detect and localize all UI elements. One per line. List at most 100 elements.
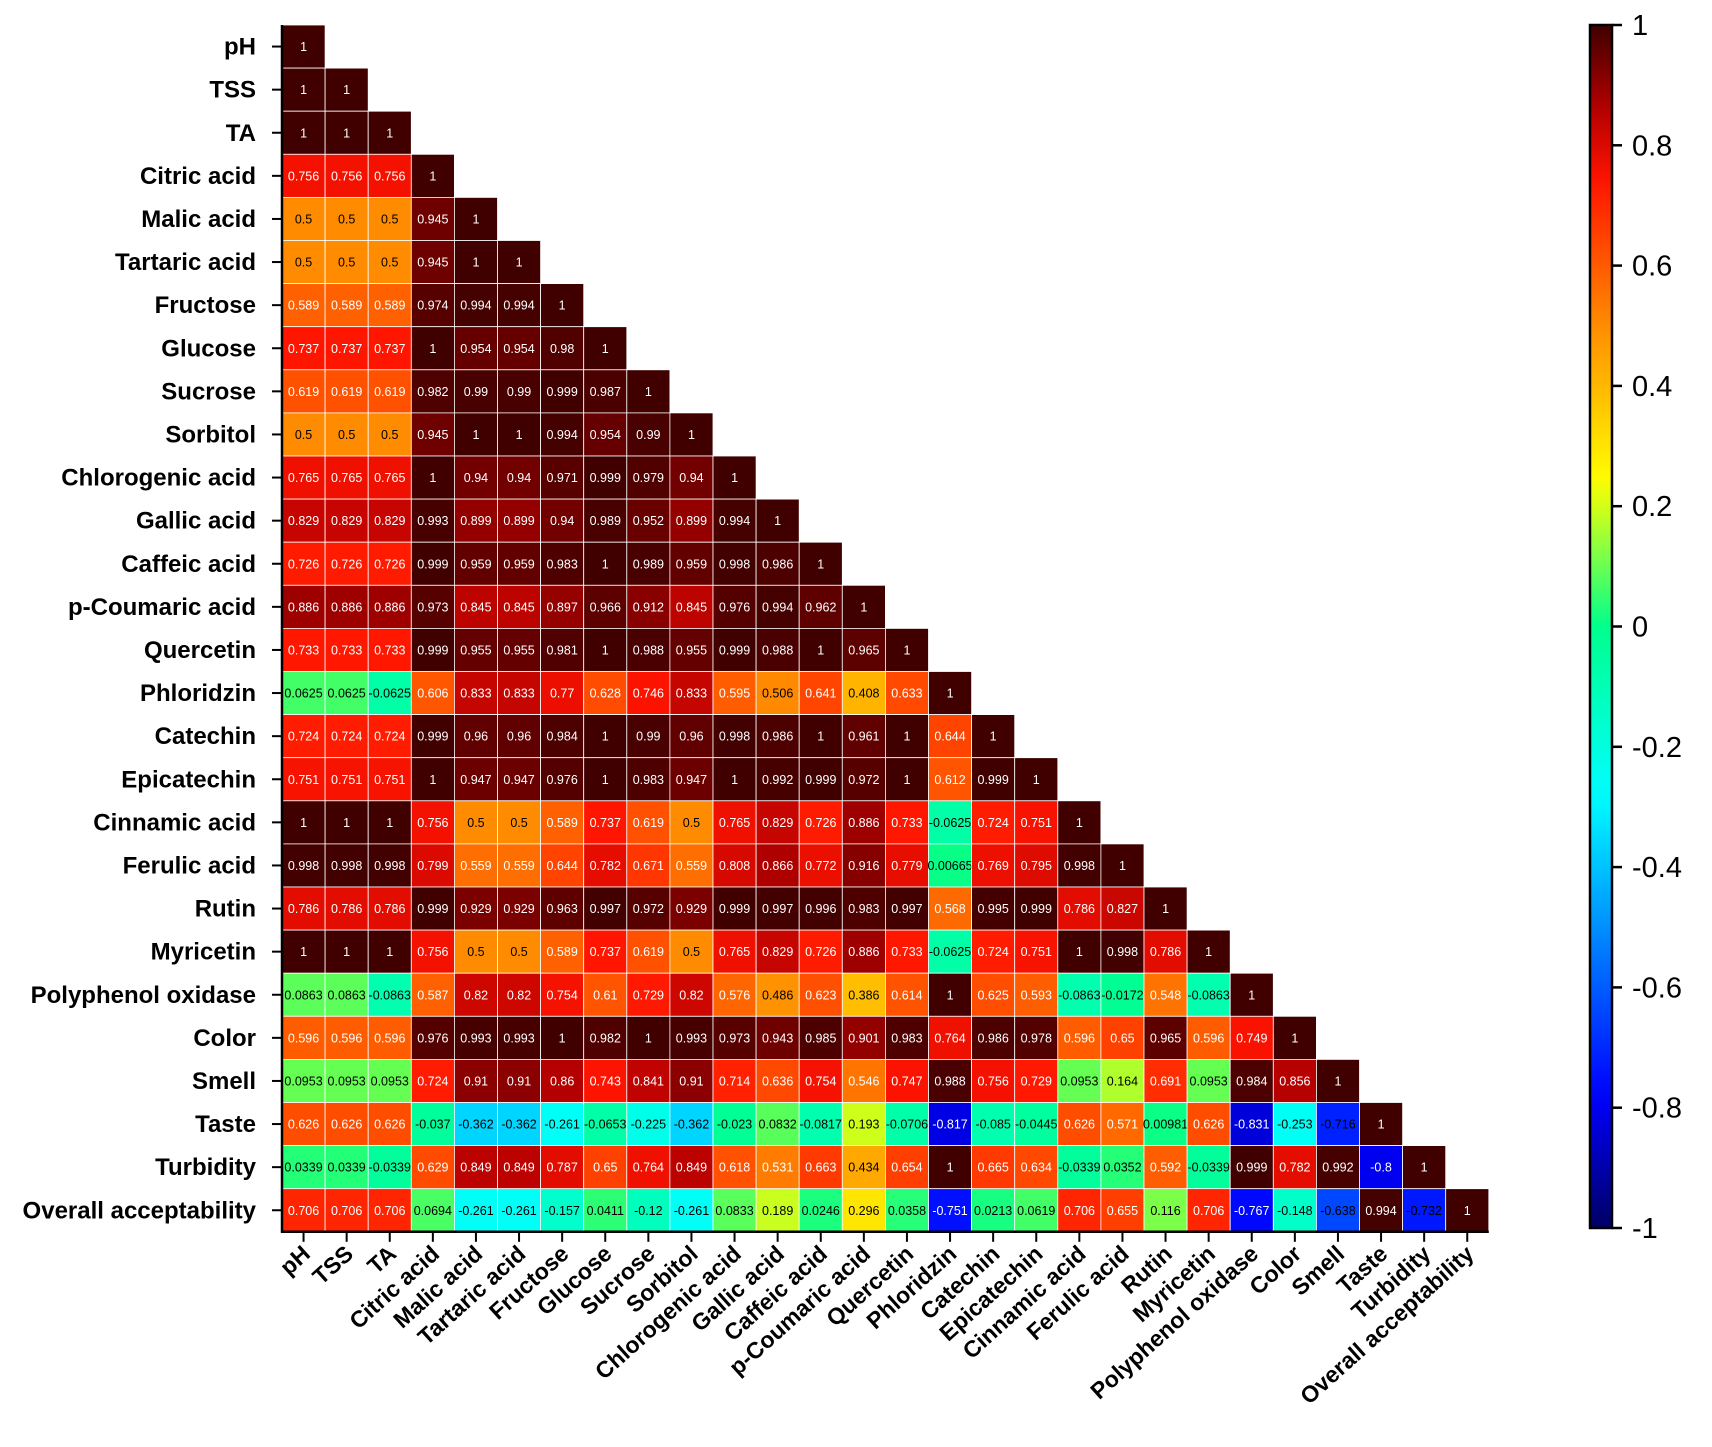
cell-rect [712, 886, 757, 931]
cell-value-label: 0.972 [848, 773, 879, 787]
cell-value-label: 0.985 [805, 1031, 836, 1045]
heatmap-cell: 0.999 [410, 886, 455, 931]
heatmap-cell: 0.998 [324, 843, 369, 888]
row-label: pH [224, 34, 256, 61]
heatmap-cell: 0.65 [583, 1145, 628, 1190]
heatmap-cell: 0.386 [841, 972, 886, 1017]
cell-rect [1445, 1188, 1490, 1233]
cell-value-label: 0.829 [288, 514, 319, 528]
cell-value-label: 0.0339 [328, 1161, 366, 1175]
cell-value-label: 0.999 [417, 557, 448, 571]
cell-value-label: 0.5 [338, 428, 355, 442]
cell-value-label: 1 [903, 643, 910, 657]
cell-value-label: 0.998 [1107, 945, 1138, 959]
cell-value-label: 0.0953 [328, 1074, 366, 1088]
heatmap-cell: 1 [324, 110, 369, 155]
heatmap-cell: 0.827 [1100, 886, 1145, 931]
cell-value-label: 0.654 [891, 1161, 922, 1175]
cell-value-label: 1 [429, 773, 436, 787]
heatmap-cell: 0.841 [626, 1059, 671, 1103]
heatmap-cell: 0.856 [1272, 1059, 1317, 1103]
heatmap-cell: -0.0863 [1186, 972, 1231, 1017]
cell-value-label: 0.733 [331, 643, 362, 657]
heatmap-cell: 0.96 [497, 714, 541, 759]
heatmap-cell: 1 [1229, 972, 1274, 1017]
heatmap-cell: 0.729 [1014, 1059, 1059, 1103]
cell-value-label: 0.5 [683, 816, 700, 830]
cell-rect [497, 1145, 541, 1190]
cell-value-label: 1 [516, 256, 523, 270]
heatmap-cell: 1 [497, 240, 541, 284]
heatmap-cell: 0.5 [324, 240, 369, 284]
heatmap-cell: 0.756 [281, 153, 326, 198]
cell-value-label: 0.0352 [1103, 1161, 1141, 1175]
cell-rect [841, 714, 886, 759]
cell-value-label: 1 [602, 643, 609, 657]
heatmap-cell: 0.626 [1186, 1102, 1231, 1146]
cell-rect [540, 1188, 585, 1233]
heatmap-cell: 1 [885, 757, 929, 802]
cell-rect [885, 1015, 929, 1060]
cell-value-label: 1 [1033, 773, 1040, 787]
heatmap-cell: 0.99 [626, 714, 671, 759]
cell-value-label: 0.559 [676, 859, 707, 873]
cell-rect [497, 498, 541, 543]
cell-value-label: 1 [1378, 1118, 1385, 1132]
cell-rect [497, 800, 541, 845]
cell-rect [281, 326, 326, 371]
cell-rect [367, 886, 412, 931]
cell-rect [626, 584, 671, 629]
heatmap-cell: 0.997 [755, 886, 800, 931]
cell-value-label: 1 [602, 557, 609, 571]
heatmap-cell: 0.943 [755, 1015, 800, 1060]
cell-value-label: 0.614 [891, 988, 922, 1002]
cell-rect [540, 283, 585, 328]
cell-rect [1014, 1015, 1059, 1060]
heatmap-cell: 0.596 [281, 1015, 326, 1060]
cell-value-label: 0.729 [633, 988, 664, 1002]
cell-value-label: 0.856 [1279, 1074, 1310, 1088]
cell-rect [841, 584, 886, 629]
heatmap-cell: 0.733 [367, 628, 412, 672]
cell-value-label: 0.962 [805, 600, 836, 614]
cell-value-label: 1 [602, 773, 609, 787]
cell-rect [1100, 1015, 1145, 1060]
heatmap-cell: 0.625 [971, 972, 1016, 1017]
cell-rect [497, 972, 541, 1017]
cell-value-label: 0.995 [978, 902, 1009, 916]
cell-value-label: 1 [343, 816, 350, 830]
heatmap-cell: -0.148 [1272, 1188, 1317, 1233]
heatmap-cell: 0.408 [841, 671, 886, 715]
heatmap-cell: 0.999 [971, 757, 1016, 802]
heatmap-cell: 0.663 [798, 1145, 843, 1190]
cell-rect [324, 628, 369, 672]
cell-rect [626, 369, 671, 414]
heatmap-cell: 0.994 [1359, 1188, 1403, 1233]
cell-value-label: -0.0817 [800, 1118, 842, 1132]
cell-rect [1100, 843, 1145, 888]
cell-value-label: 0.795 [1021, 859, 1052, 873]
heatmap-cell: 0.0953 [281, 1059, 326, 1103]
heatmap-cells: 1 1 1 1 1 1 0.756 0.756 0.756 1 0.5 0.5 0.5 0.945 1 0.5… [281, 24, 1490, 1233]
cell-value-label: 0.849 [460, 1161, 491, 1175]
cell-value-label: 0.0694 [414, 1204, 452, 1218]
cell-rect [755, 714, 800, 759]
heatmap-cell: 0.596 [1057, 1015, 1102, 1060]
heatmap-cell: 0.929 [497, 886, 541, 931]
cell-value-label: 0.595 [719, 687, 750, 701]
cell-value-label: 0.849 [503, 1161, 534, 1175]
heatmap-cell: 0.0953 [367, 1059, 412, 1103]
cell-value-label: 0.714 [719, 1074, 750, 1088]
heatmap-cell: 1 [583, 628, 628, 672]
cell-rect [841, 1059, 886, 1103]
cell-rect [626, 1145, 671, 1190]
heatmap-cell: 0.94 [669, 455, 714, 500]
cell-rect [798, 1015, 843, 1060]
cell-rect [367, 1145, 412, 1190]
cell-rect [497, 886, 541, 931]
cell-value-label: -0.0653 [584, 1118, 626, 1132]
cell-value-label: 0.655 [1107, 1204, 1138, 1218]
heatmap-cell: -0.12 [626, 1188, 671, 1233]
cell-rect [324, 1145, 369, 1190]
heatmap-cell: 0.973 [712, 1015, 757, 1060]
